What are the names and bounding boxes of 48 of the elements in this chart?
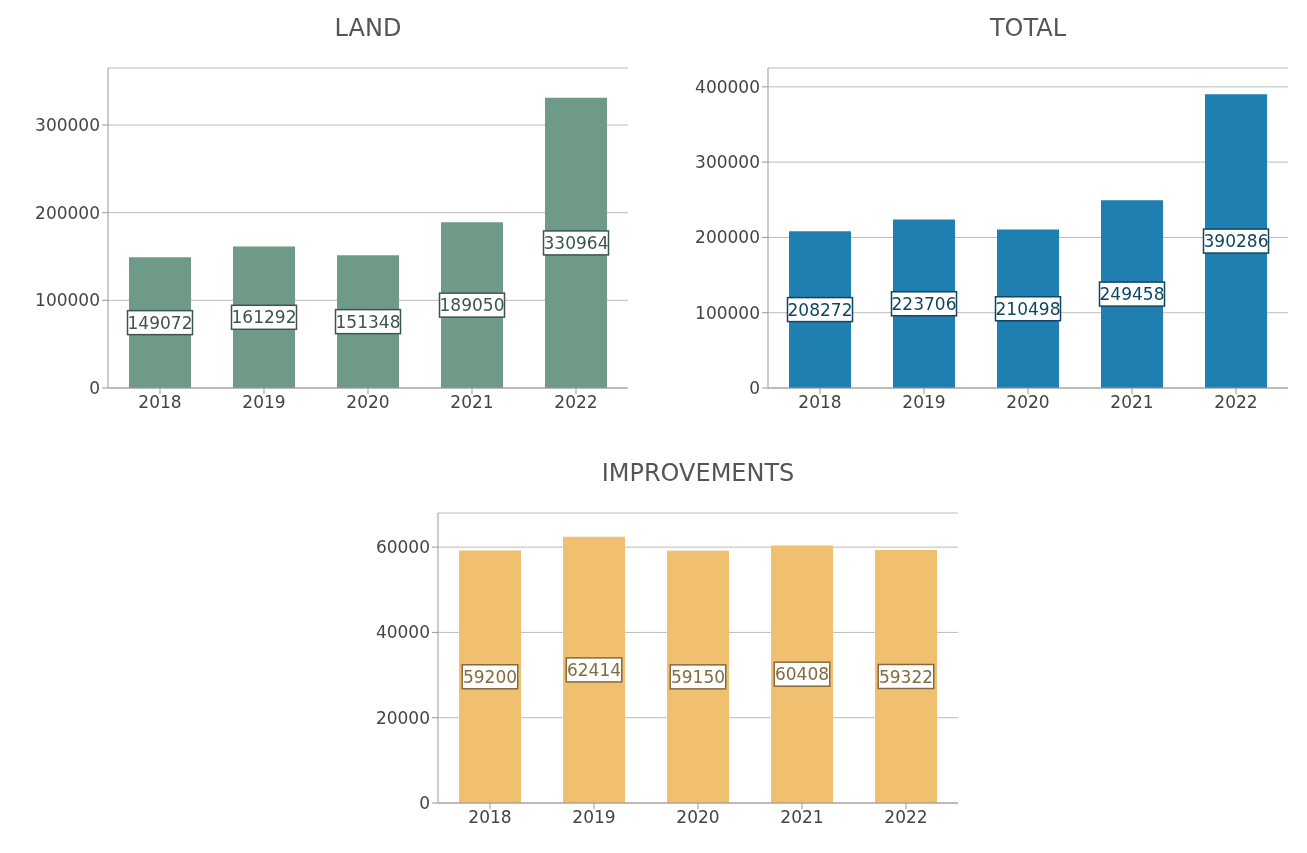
y-tick-label: 0 bbox=[419, 793, 430, 814]
y-tick-label: 400000 bbox=[695, 76, 760, 97]
data-label: 59150 bbox=[670, 666, 726, 687]
y-tick-label: 200000 bbox=[35, 202, 100, 223]
y-tick-label: 0 bbox=[749, 378, 760, 399]
y-tick-label: 100000 bbox=[695, 302, 760, 323]
x-tick-label: 2019 bbox=[902, 392, 946, 413]
x-tick-label: 2021 bbox=[780, 807, 824, 828]
x-tick-label: 2018 bbox=[798, 392, 842, 413]
data-label: 151348 bbox=[335, 311, 401, 332]
y-tick-label: 40000 bbox=[375, 622, 430, 643]
y-tick-label: 0 bbox=[89, 378, 100, 399]
data-label: 149072 bbox=[127, 312, 193, 333]
x-tick-label: 2019 bbox=[242, 392, 286, 413]
y-tick-label: 200000 bbox=[695, 227, 760, 248]
data-label: 330964 bbox=[543, 232, 609, 253]
data-label: 223706 bbox=[891, 293, 957, 314]
y-tick-label: 60000 bbox=[375, 537, 430, 558]
x-tick-label: 2020 bbox=[676, 807, 720, 828]
data-label: 60408 bbox=[774, 664, 830, 685]
x-tick-label: 2018 bbox=[138, 392, 182, 413]
y-tick-label: 100000 bbox=[35, 290, 100, 311]
x-tick-label: 2021 bbox=[1110, 392, 1154, 413]
data-label: 390286 bbox=[1203, 231, 1269, 252]
bar bbox=[545, 97, 607, 388]
chart-title: LAND bbox=[333, 13, 403, 44]
x-tick-label: 2021 bbox=[450, 392, 494, 413]
x-tick-label: 2020 bbox=[1006, 392, 1050, 413]
y-tick-label: 300000 bbox=[35, 115, 100, 136]
chart-title: IMPROVEMENTS bbox=[600, 458, 796, 489]
data-label: 210498 bbox=[995, 298, 1061, 319]
data-label: 62414 bbox=[566, 659, 622, 680]
x-tick-label: 2018 bbox=[468, 807, 512, 828]
data-label: 161292 bbox=[231, 307, 297, 328]
y-tick-label: 20000 bbox=[375, 707, 430, 728]
x-tick-label: 2022 bbox=[884, 807, 928, 828]
x-tick-label: 2020 bbox=[346, 392, 390, 413]
y-tick-label: 300000 bbox=[695, 152, 760, 173]
data-label: 208272 bbox=[787, 299, 853, 320]
x-tick-label: 2022 bbox=[1214, 392, 1258, 413]
x-tick-label: 2019 bbox=[572, 807, 616, 828]
chart-title: TOTAL bbox=[988, 13, 1068, 44]
bar bbox=[1205, 94, 1267, 388]
data-label: 189050 bbox=[439, 295, 505, 316]
data-label: 59200 bbox=[462, 666, 518, 687]
x-tick-label: 2022 bbox=[554, 392, 598, 413]
data-label: 249458 bbox=[1099, 284, 1165, 305]
data-label: 59322 bbox=[878, 666, 934, 687]
